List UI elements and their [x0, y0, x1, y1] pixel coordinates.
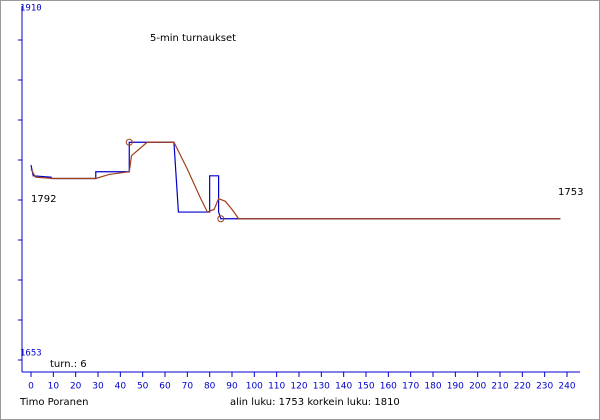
annotation: 1753: [558, 187, 583, 198]
x-tick-label: 130: [313, 382, 330, 392]
extreme-marker: [217, 215, 225, 223]
footer-author: Timo Poranen: [19, 397, 88, 408]
x-tick-label: 160: [380, 382, 397, 392]
x-tick-label: 240: [558, 382, 575, 392]
x-tick-label: 100: [246, 382, 263, 392]
annotation: 1792: [31, 194, 56, 205]
x-tick-label: 70: [182, 382, 194, 392]
x-tick-label: 10: [48, 382, 60, 392]
extreme-marker: [125, 138, 133, 146]
y-tick-label: 1910: [20, 4, 42, 14]
y-tick-label: 1653: [20, 349, 42, 359]
x-tick-label: 0: [28, 382, 34, 392]
x-tick-label: 40: [115, 382, 127, 392]
chart-title: 5-min turnaukset: [150, 33, 236, 44]
x-tick-label: 110: [268, 382, 285, 392]
x-tick-label: 180: [424, 382, 441, 392]
x-tick-label: 190: [447, 382, 464, 392]
x-tick-label: 210: [491, 382, 508, 392]
footer-summary: alin luku: 1753 korkein luku: 1810: [230, 397, 400, 408]
x-tick-label: 220: [514, 382, 531, 392]
x-tick-label: 170: [402, 382, 419, 392]
x-tick-label: 150: [357, 382, 374, 392]
x-tick-label: 200: [469, 382, 486, 392]
x-tick-label: 120: [290, 382, 307, 392]
x-tick-label: 20: [70, 382, 82, 392]
x-tick-label: 50: [137, 382, 149, 392]
x-tick-label: 30: [92, 382, 104, 392]
x-tick-label: 90: [226, 382, 238, 392]
x-tick-label: 230: [536, 382, 553, 392]
series-line: [30, 141, 561, 220]
x-tick-label: 80: [204, 382, 216, 392]
x-tick-label: 140: [335, 382, 352, 392]
x-tick-label: 60: [159, 382, 171, 392]
annotation: turn.: 6: [50, 359, 87, 370]
